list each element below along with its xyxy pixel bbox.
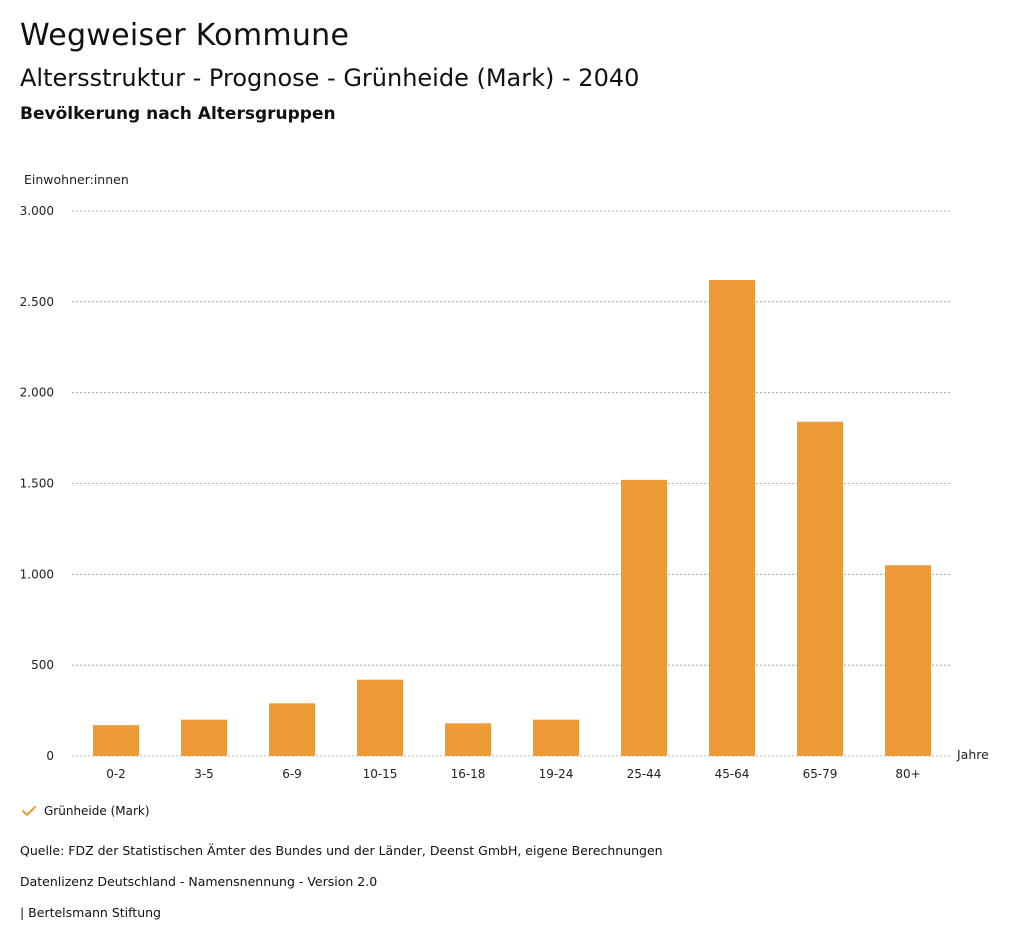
bar-10-15 bbox=[357, 679, 403, 756]
legend-label: Grünheide (Mark) bbox=[44, 804, 150, 818]
bar-3-5 bbox=[181, 719, 227, 756]
chart-subtitle: Altersstruktur - Prognose - Grünheide (M… bbox=[20, 64, 640, 92]
x-tick-label: 3-5 bbox=[194, 767, 214, 781]
bar-65-79 bbox=[797, 421, 843, 756]
source-note: Quelle: FDZ der Statistischen Ämter des … bbox=[20, 843, 663, 858]
x-tick-label: 16-18 bbox=[451, 767, 486, 781]
bar-45-64 bbox=[709, 280, 755, 756]
license-note: Datenlizenz Deutschland - Namensnennung … bbox=[20, 874, 378, 889]
y-tick-label: 1.000 bbox=[20, 567, 54, 581]
x-tick-label: 19-24 bbox=[539, 767, 574, 781]
y-axis-label: Einwohner:innen bbox=[24, 172, 129, 187]
legend[interactable]: Grünheide (Mark) bbox=[20, 802, 150, 820]
bar-0-2 bbox=[93, 725, 139, 756]
x-axis-label: Jahre bbox=[956, 747, 989, 762]
y-tick-label: 2.000 bbox=[20, 386, 54, 400]
y-tick-label: 1.500 bbox=[20, 477, 54, 491]
bar-6-9 bbox=[269, 703, 315, 756]
x-tick-label: 80+ bbox=[895, 767, 920, 781]
bar-80+ bbox=[885, 565, 931, 756]
y-tick-label: 2.500 bbox=[20, 295, 54, 309]
bar-25-44 bbox=[621, 479, 667, 756]
x-tick-label: 65-79 bbox=[803, 767, 838, 781]
x-tick-label: 10-15 bbox=[363, 767, 398, 781]
x-tick-label: 25-44 bbox=[627, 767, 662, 781]
x-tick-label: 0-2 bbox=[106, 767, 126, 781]
page-title: Wegweiser Kommune bbox=[20, 18, 350, 53]
bar-chart: Einwohner:innen 0 500 1.000 1.500 2.000 2.500 3… bbox=[20, 172, 989, 781]
y-tick-label: 3.000 bbox=[20, 204, 54, 218]
bar-16-18 bbox=[445, 723, 491, 756]
x-tick-label: 45-64 bbox=[715, 767, 750, 781]
brand-note: | Bertelsmann Stiftung bbox=[20, 905, 161, 920]
y-tick-label: 500 bbox=[31, 658, 54, 672]
checkmark-icon bbox=[22, 806, 36, 816]
bar-19-24 bbox=[533, 719, 579, 756]
x-tick-label: 6-9 bbox=[282, 767, 302, 781]
chart-section-title: Bevölkerung nach Altersgruppen bbox=[20, 104, 336, 124]
y-tick-label: 0 bbox=[46, 749, 54, 763]
